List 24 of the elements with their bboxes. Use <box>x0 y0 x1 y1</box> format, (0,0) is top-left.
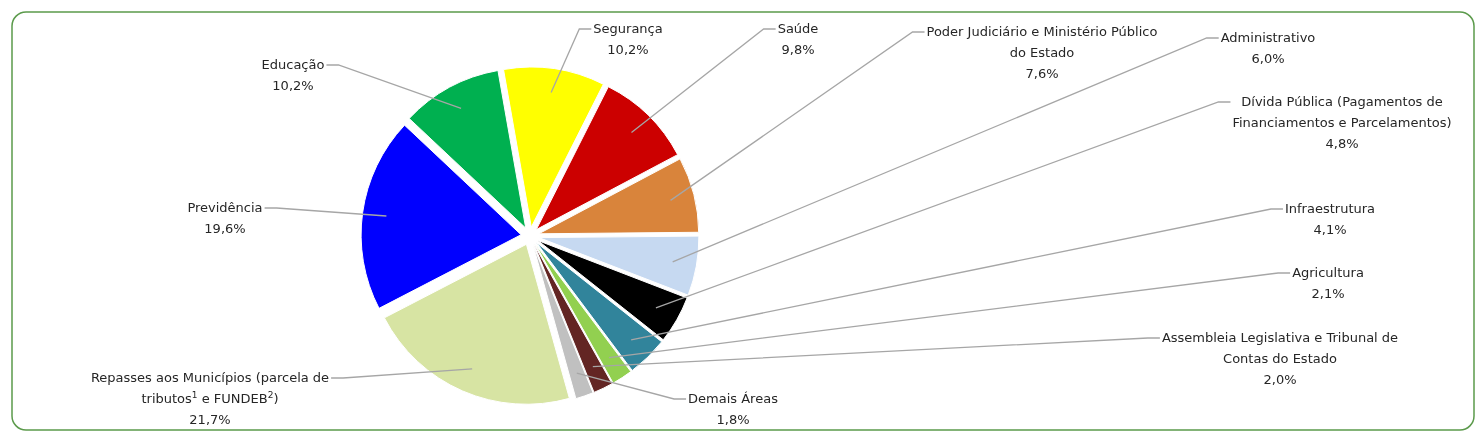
data-label: 7,6% <box>1025 66 1059 81</box>
data-label: 4,1% <box>1313 222 1347 237</box>
data-label: 19,6% <box>204 221 246 236</box>
slice-label: Agricultura <box>1292 265 1364 280</box>
slice-label: Repasses aos Municípios (parcela de tributos$^{1}$ e FUNDEB$^{2}$) <box>90 370 330 406</box>
slice-label: Saúde <box>777 21 819 36</box>
slice-label: Assembleia Legislativa e Tribunal de Contas do Estado <box>1161 330 1399 366</box>
data-label: 2,0% <box>1263 372 1297 387</box>
slice-label: Infraestrutura <box>1284 201 1376 216</box>
data-label: 2,1% <box>1311 286 1345 301</box>
slice-label: Dívida Pública (Pagamentos de Financiamentos e Parcelamentos) <box>1232 94 1452 130</box>
data-label: 4,8% <box>1325 136 1359 151</box>
slice-label: Demais Áreas <box>688 391 779 406</box>
data-label: 21,7% <box>189 412 231 427</box>
data-label: 10,2% <box>272 78 314 93</box>
data-label: 9,8% <box>781 42 815 57</box>
slice-label: Previdência <box>187 200 263 215</box>
slice-label: Poder Judiciário e Ministério Público do Estado <box>926 24 1158 60</box>
slice-label: Educação <box>261 57 325 72</box>
slice-label: Segurança <box>593 21 663 36</box>
data-label: 1,8% <box>716 412 750 427</box>
slice-label: Administrativo <box>1220 30 1316 45</box>
data-label: 10,2% <box>607 42 649 57</box>
data-label: 6,0% <box>1251 51 1285 66</box>
